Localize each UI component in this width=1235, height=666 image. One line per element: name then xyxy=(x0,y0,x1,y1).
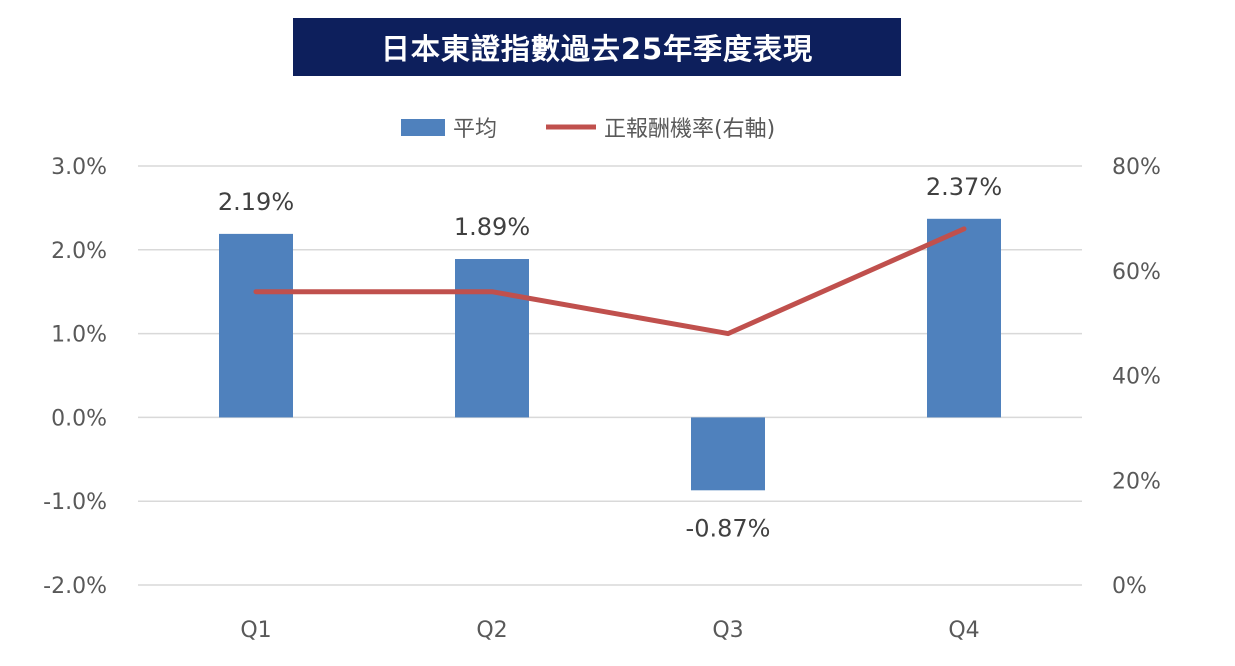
data-label-q4: 2.37% xyxy=(926,173,1002,201)
right-tick-label: 40% xyxy=(1112,365,1161,390)
x-tick-label: Q4 xyxy=(948,618,979,643)
left-axis: 3.0% 2.0% 1.0% 0.0% -1.0% -2.0% xyxy=(43,155,107,599)
bar-q2 xyxy=(455,259,529,418)
left-tick-label: 1.0% xyxy=(51,323,107,348)
x-axis: Q1 Q2 Q3 Q4 xyxy=(240,618,979,643)
data-label-q1: 2.19% xyxy=(218,188,294,216)
right-tick-label: 0% xyxy=(1112,574,1147,599)
positive-rate-line xyxy=(253,226,967,337)
data-labels: 2.19% 1.89% -0.87% 2.37% xyxy=(218,173,1002,543)
data-label-q2: 1.89% xyxy=(454,213,530,241)
left-tick-label: -2.0% xyxy=(43,574,107,599)
legend-label-line: 正報酬機率(右軸) xyxy=(604,117,775,142)
right-tick-label: 80% xyxy=(1112,155,1161,180)
bar-q1 xyxy=(219,233,293,418)
left-tick-label: 3.0% xyxy=(51,155,107,180)
right-tick-label: 60% xyxy=(1112,260,1161,285)
x-tick-label: Q3 xyxy=(712,618,743,643)
right-axis: 80% 60% 40% 20% 0% xyxy=(1112,155,1161,599)
right-tick-label: 20% xyxy=(1112,469,1161,494)
bar-q4 xyxy=(927,218,1001,418)
legend-swatch-bar xyxy=(401,119,445,136)
bar-series xyxy=(219,218,1001,491)
x-tick-label: Q1 xyxy=(240,618,271,643)
left-tick-label: 0.0% xyxy=(51,406,107,431)
left-tick-label: 2.0% xyxy=(51,239,107,264)
line-series xyxy=(253,226,967,337)
bar-q3 xyxy=(691,417,765,491)
data-label-q3: -0.87% xyxy=(686,514,771,542)
gridlines xyxy=(138,165,1082,586)
legend-label-bar: 平均 xyxy=(453,117,497,142)
legend: 平均 正報酬機率(右軸) xyxy=(401,117,775,142)
chart-title: 日本東證指數過去25年季度表現 xyxy=(293,18,901,76)
x-tick-label: Q2 xyxy=(476,618,507,643)
left-tick-label: -1.0% xyxy=(43,490,107,515)
